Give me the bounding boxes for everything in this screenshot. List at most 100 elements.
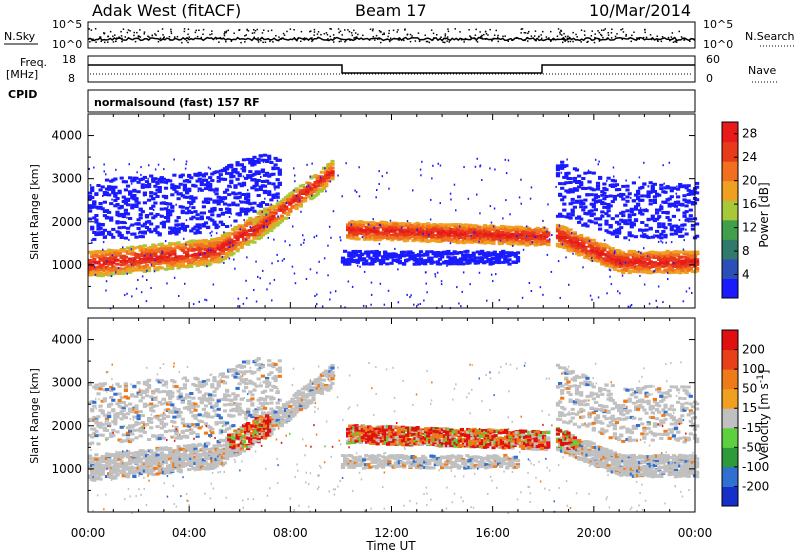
power-echo-sparse [378,170,380,173]
power-echo-cell [252,162,257,166]
power-echo-cell [92,231,97,234]
power-echo-cell [130,246,135,250]
power-echo-cell [330,177,335,181]
power-echo-cell [233,167,238,171]
power-echo-cell [678,185,683,189]
noise-search-dot [550,40,552,42]
power-echo-sparse [565,256,567,259]
power-echo-sparse [309,268,312,271]
power-echo-cell [155,261,160,265]
noise-search-dot [576,36,578,38]
power-echo-cell [275,185,280,189]
power-echo-cell [447,233,452,236]
power-echo-cell [453,225,458,229]
power-echo-sparse [684,199,686,202]
power-echo-cell [142,175,147,179]
power-echo-sparse [311,162,313,165]
cpid-text: normalsound (fast) 157 RF [94,96,260,109]
noise-search-dot [403,39,405,42]
power-echo-cell [102,214,107,218]
power-echo-sparse [125,222,127,225]
power-echo-cell [265,171,270,175]
power-echo-cell [100,185,105,189]
power-echo-cell [640,185,645,189]
power-echo-cell [652,261,657,265]
power-echo-cell [471,251,476,255]
noise-search-dot [651,38,653,41]
power-echo-sparse [688,287,691,290]
power-echo-cell [121,261,126,264]
power-echo-cell [678,183,683,186]
power-echo-cell [678,234,683,238]
power-echo-sparse [146,279,148,281]
power-echo-cell [90,264,95,267]
power-echo-cell [125,230,131,234]
power-echo-sparse [302,241,305,244]
power-echo-cell [665,211,670,215]
power-echo-cell [111,178,116,182]
power-echo-cell [208,183,213,186]
power-echo-cell [566,231,571,235]
noise-search-dot [354,32,357,34]
power-echo-cell [362,257,367,261]
noise-search-dot [535,39,537,42]
power-echo-cell [686,199,691,203]
power-echo-cell [496,261,502,265]
noise-search-dot [675,41,678,43]
power-echo-cell [593,221,598,225]
power-echo-cell [364,227,370,231]
power-echo-cell [602,191,607,195]
power-echo-cell [459,226,464,230]
power-echo-cell [189,248,194,252]
noise-search-dot [507,40,509,42]
power-echo-cell [170,209,175,213]
power-echo-cell [446,249,451,253]
noise-search-dot [383,32,385,34]
noise-search-dot [245,34,247,36]
power-echo-cell [277,158,282,162]
noise-search-dot [177,38,180,41]
power-echo-cell [671,214,676,218]
power-echo-cell [598,250,603,254]
power-echo-cell [652,198,657,202]
power-echo-cell [577,215,582,219]
power-echo-sparse [140,166,142,169]
date-title: 10/Mar/2014 [589,1,691,20]
power-echo-sparse [666,271,669,274]
power-echo-cell [570,190,575,194]
noise-search-dot [120,30,122,33]
power-echo-cell [195,256,200,260]
power-echo-cell [352,220,357,224]
power-echo-cell [199,173,204,177]
power-echo-cell [340,256,346,260]
power-echo-cell [100,207,105,211]
power-echo-cell [657,222,662,226]
noise-search-dot [256,28,258,31]
power-echo-cell [134,199,139,203]
power-echo-cell [159,176,164,180]
power-echo-sparse [362,304,365,307]
power-echo-sparse [246,256,248,259]
power-echo-cell [100,254,105,258]
power-echo-cell [151,243,156,247]
noise-search-dot [417,32,420,34]
power-echo-cell [355,260,360,264]
noise-search-dot [534,30,537,32]
noise-search-dot [473,37,476,40]
power-echo-sparse [276,253,278,256]
noise-search-dot [103,32,106,34]
power-echo-cell [248,222,253,226]
power-echo-sparse [368,223,370,226]
noise-search-dot [161,28,164,30]
noise-search-dot [198,29,200,31]
noise-search-dot [313,31,316,33]
noise-search-dot [317,36,319,39]
power-echo-sparse [561,243,564,246]
power-echo-sparse [245,238,247,241]
power-echo-cell [665,261,670,265]
power-echo-cell [233,192,238,196]
power-echo-sparse [512,244,514,247]
power-echo-cell [203,248,209,251]
noise-search-dot [671,32,674,34]
noise-search-dot [526,37,529,39]
